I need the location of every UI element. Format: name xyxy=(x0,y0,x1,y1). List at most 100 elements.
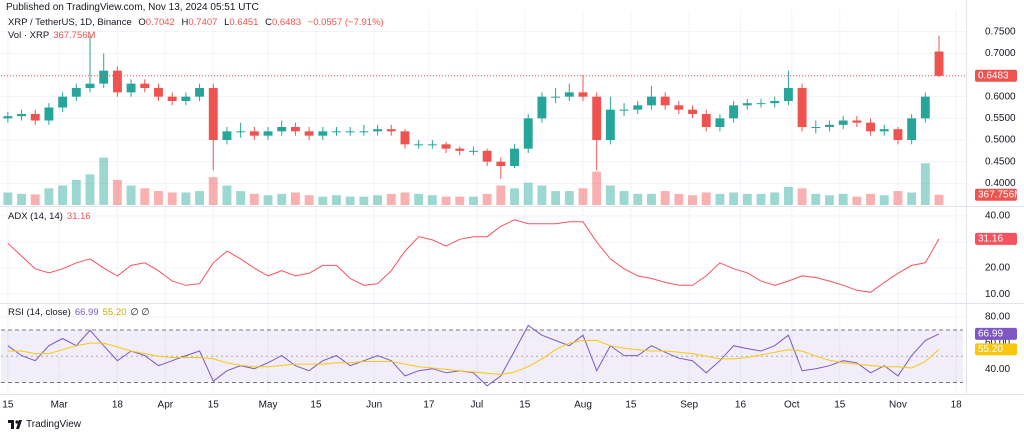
volume-bar xyxy=(783,186,793,205)
candle-body xyxy=(249,131,259,136)
volume-bar xyxy=(359,196,369,205)
candle-body xyxy=(414,144,424,146)
rsi-title: RSI (14, close) xyxy=(8,307,71,318)
published: Published on TradingView.com, Nov 13, 20… xyxy=(6,2,259,13)
volume-bar xyxy=(85,174,95,205)
volume-bar xyxy=(441,196,451,205)
candle-body xyxy=(647,96,656,106)
candle-body xyxy=(181,96,191,101)
x-tick-label: Apr xyxy=(158,400,174,411)
volume-bar xyxy=(633,193,643,205)
y-tick-label: 0.5000 xyxy=(985,135,1016,146)
value-tag-bg xyxy=(975,69,1017,82)
volume-bar xyxy=(154,191,163,205)
volume-bar xyxy=(907,192,917,205)
volume-bar xyxy=(729,192,739,205)
candle-body xyxy=(140,83,150,88)
volume-bar xyxy=(838,193,848,205)
volume-bar xyxy=(3,192,13,205)
candle-body xyxy=(359,131,369,133)
volume-bar xyxy=(318,196,328,205)
adx-title: ADX (14, 14) xyxy=(8,211,63,222)
volume-bar xyxy=(58,185,68,205)
volume-bar xyxy=(715,193,725,205)
volume-bar xyxy=(400,192,410,205)
volume-bar xyxy=(893,191,903,205)
value-tag: 367.756M xyxy=(978,189,1022,200)
volume-bar xyxy=(468,196,478,205)
volume-bar xyxy=(386,193,396,205)
candle-body xyxy=(811,127,821,128)
y-tick-label: 0.4000 xyxy=(985,178,1016,189)
candle-body xyxy=(838,120,848,125)
volume-bar xyxy=(797,188,807,205)
volume-bar xyxy=(71,179,81,205)
candle-body xyxy=(920,96,930,119)
volume-bar xyxy=(825,195,834,205)
y-tick-label: 0.5500 xyxy=(985,113,1016,124)
y-tick-label: 40.00 xyxy=(985,364,1010,375)
volume-bar xyxy=(290,192,300,205)
volume-bar xyxy=(578,188,588,205)
volume-bar xyxy=(208,177,218,205)
volume-bar xyxy=(236,191,246,205)
x-tick-label: 15 xyxy=(625,400,637,411)
candle-body xyxy=(510,148,519,166)
volume-bar xyxy=(523,182,533,205)
x-tick-label: 17 xyxy=(423,400,435,411)
rsi-extra: ∅ ∅ xyxy=(130,307,150,318)
candle-body xyxy=(797,88,807,127)
candle-body xyxy=(893,129,903,140)
volume-bar xyxy=(742,193,752,205)
ohlc-label: C xyxy=(265,17,272,28)
volume-bar xyxy=(510,188,519,205)
indicator-line xyxy=(7,340,940,376)
volume-bar xyxy=(647,193,656,205)
candle-body xyxy=(304,131,314,136)
value-tag: 31.16 xyxy=(978,234,1003,245)
adx-value: 31.16 xyxy=(66,211,91,222)
volume-bar xyxy=(496,185,506,205)
rsi-value: 66.99 xyxy=(74,307,99,318)
rsi-legend: RSI (14, close) 66.99 55.20 ∅ ∅ xyxy=(8,307,154,318)
candle-body xyxy=(44,107,54,121)
volume-bar xyxy=(222,185,232,205)
volume-bar xyxy=(140,188,150,205)
volume-bar xyxy=(756,193,766,205)
candle-body xyxy=(427,144,437,146)
candle-body xyxy=(3,116,13,119)
value-tag-bg xyxy=(975,188,1017,201)
candle-body xyxy=(688,109,697,114)
value-tag-bg xyxy=(975,343,1017,356)
change: −0.0557 (−7.91%) xyxy=(307,17,384,28)
candle-body xyxy=(290,127,300,132)
volume-bar xyxy=(770,192,780,205)
x-tick-label: Mar xyxy=(51,400,69,411)
y-tick-label: 0.6000 xyxy=(985,91,1016,102)
volume-bar xyxy=(112,179,122,205)
value-tag-bg xyxy=(975,327,1017,340)
price-legend: XRP / TetherUS, 1D, Binance O0.7042 H0.7… xyxy=(8,17,388,28)
candle-body xyxy=(386,129,396,132)
volume-bar xyxy=(879,195,889,205)
ohlc-label: L xyxy=(224,17,230,28)
candle-body xyxy=(167,96,177,101)
volume-bar xyxy=(44,188,54,205)
volume-bar xyxy=(263,195,273,205)
y-tick-label: 60.00 xyxy=(985,338,1010,349)
footer: TradingView xyxy=(8,419,85,430)
indicator-line xyxy=(7,324,940,387)
ohlc-label: O xyxy=(138,17,146,28)
volume-bar xyxy=(482,193,492,205)
ohlc-value: 0.7407 xyxy=(188,17,218,28)
candle-body xyxy=(879,129,889,132)
volume-bar xyxy=(688,195,697,205)
candle-body xyxy=(537,96,547,119)
candle-body xyxy=(633,105,643,110)
candle-body xyxy=(496,161,506,166)
volume-bar xyxy=(332,195,341,205)
candle-body xyxy=(263,131,273,136)
candle-body xyxy=(592,96,602,140)
x-tick-label: Jun xyxy=(366,400,382,411)
